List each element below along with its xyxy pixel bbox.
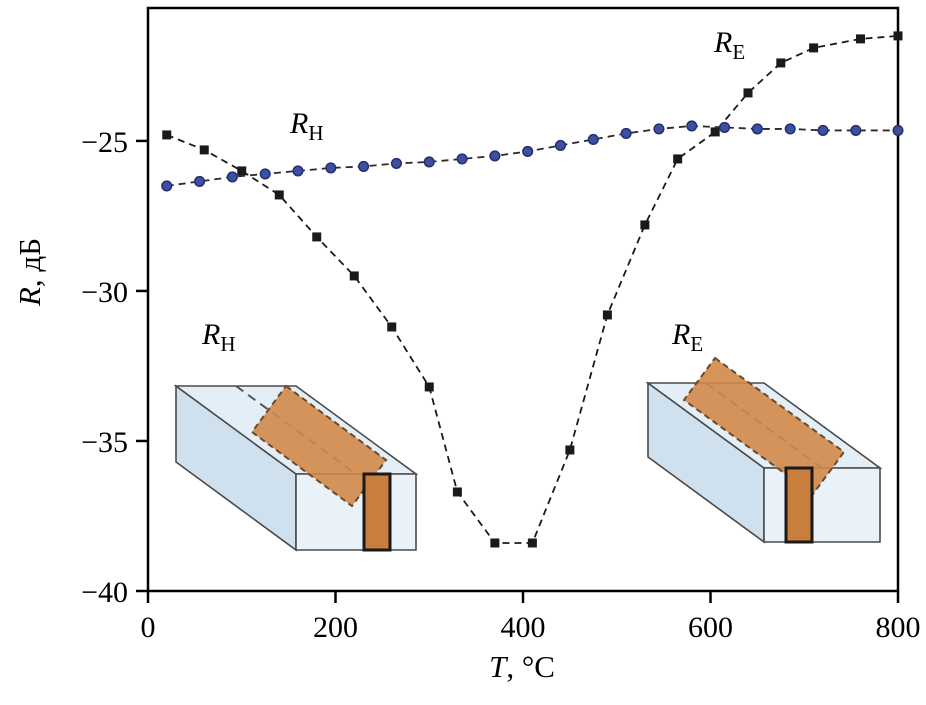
y-tick-label: −30 <box>81 276 128 309</box>
marker-circle-rh <box>686 120 698 132</box>
curve-label-re-symbol: R <box>714 26 733 59</box>
marker-circle-rh <box>358 160 370 172</box>
marker-circle-rh <box>489 150 501 162</box>
inset-label-rh-sub: H <box>220 332 236 356</box>
marker-circle-rh <box>292 165 304 177</box>
inset-label-re: RE <box>672 318 703 357</box>
marker-circle-rh <box>161 180 173 192</box>
marker-square-re <box>162 130 172 140</box>
marker-square-re <box>640 220 650 230</box>
marker-square-re <box>312 232 322 242</box>
curve-label-re-sub: E <box>732 40 746 64</box>
x-axis-label: T, °C <box>489 649 555 685</box>
marker-circle-rh <box>817 124 829 136</box>
marker-circle-rh <box>226 171 238 183</box>
marker-circle-rh <box>522 145 534 157</box>
marker-square-re <box>809 43 819 53</box>
x-tick-label: 600 <box>688 611 733 644</box>
x-tick-label: 400 <box>501 611 546 644</box>
marker-circle-rh <box>653 123 665 135</box>
inset-label-rh-symbol: R <box>202 318 221 351</box>
marker-square-re <box>856 34 865 44</box>
marker-square-re <box>776 58 786 68</box>
series-line-re <box>166 35 899 544</box>
y-axis-unit: , дБ <box>12 237 47 288</box>
y-axis-label: R, дБ <box>12 238 48 306</box>
marker-circle-rh <box>325 162 337 174</box>
marker-circle-rh <box>259 168 271 180</box>
marker-square-re <box>424 382 434 392</box>
marker-circle-rh <box>620 127 632 139</box>
ferrite-film-patch <box>250 384 388 508</box>
x-tick-label: 200 <box>313 611 358 644</box>
marker-square-re <box>274 190 284 200</box>
y-axis-symbol: R <box>12 287 47 307</box>
marker-square-re <box>710 127 720 137</box>
curve-label-rh-symbol: R <box>290 107 309 140</box>
marker-circle-rh <box>456 153 468 165</box>
marker-square-re <box>349 271 359 281</box>
inset-label-re-symbol: R <box>672 318 691 351</box>
x-tick-label: 0 <box>141 611 156 644</box>
curve-label-re: RE <box>714 26 745 65</box>
marker-circle-rh <box>554 139 567 151</box>
waveguide-inset-re <box>645 356 883 544</box>
marker-circle-rh <box>194 175 206 187</box>
curve-label-rh-sub: H <box>308 121 324 145</box>
y-tick-label: −25 <box>81 126 128 159</box>
film-end-cross-section <box>784 466 814 544</box>
marker-circle-rh <box>751 123 763 135</box>
marker-circle-rh <box>423 156 435 168</box>
marker-square-re <box>893 31 903 41</box>
marker-square-re <box>602 310 612 320</box>
film-end-cross-section <box>362 472 392 552</box>
plot-frame <box>146 6 900 593</box>
marker-square-re <box>490 538 500 548</box>
curve-label-rh: RH <box>290 107 324 146</box>
marker-circle-rh <box>784 123 796 135</box>
marker-circle-rh <box>587 133 599 145</box>
series-line-rh <box>166 125 898 187</box>
marker-circle-rh <box>892 124 904 136</box>
marker-square-re <box>673 154 683 164</box>
marker-circle-rh <box>390 157 402 169</box>
marker-square-re <box>237 166 247 176</box>
marker-square-re <box>387 322 397 332</box>
x-axis-symbol: T <box>489 649 507 684</box>
marker-square-re <box>199 145 209 155</box>
marker-circle-rh <box>719 121 731 133</box>
y-tick-label: −35 <box>81 426 128 459</box>
inset-label-re-sub: E <box>690 332 704 356</box>
x-axis-unit: , °C <box>506 649 555 684</box>
marker-square-re <box>743 88 753 98</box>
marker-square-re <box>527 538 537 548</box>
inset-label-rh: RH <box>202 318 236 357</box>
y-tick-label: −40 <box>81 576 128 609</box>
waveguide-inset-rh <box>173 384 419 552</box>
marker-square-re <box>565 445 575 455</box>
marker-circle-rh <box>850 124 862 136</box>
x-tick-label: 800 <box>876 611 921 644</box>
marker-square-re <box>452 487 462 497</box>
